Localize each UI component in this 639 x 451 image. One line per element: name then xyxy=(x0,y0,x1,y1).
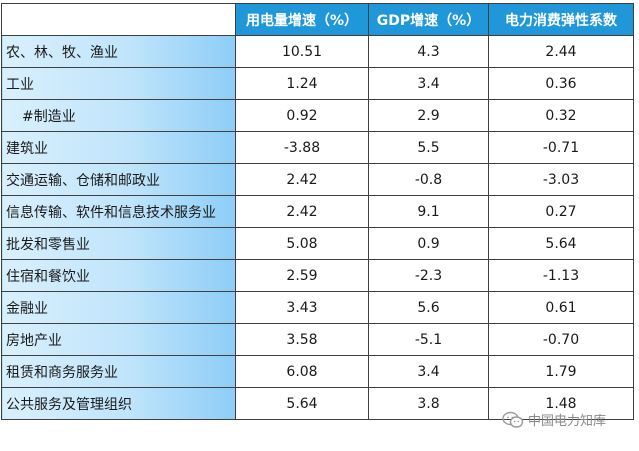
header-corner-cell xyxy=(1,3,236,36)
header-power-growth: 用电量增速（%） xyxy=(235,3,369,36)
table-row: 房地产业 3.58 -5.1 -0.70 xyxy=(1,323,634,356)
power-growth-cell: 6.08 xyxy=(235,355,369,388)
row-label: 批发和零售业 xyxy=(1,227,236,260)
row-label: 租赁和商务服务业 xyxy=(1,355,236,388)
power-growth-cell: 5.64 xyxy=(235,387,369,420)
power-growth-cell: 1.24 xyxy=(235,67,369,100)
gdp-growth-cell: 5.6 xyxy=(368,291,489,324)
row-label: 信息传输、软件和信息技术服务业 xyxy=(1,195,236,228)
elasticity-cell: 0.32 xyxy=(488,99,634,132)
power-growth-cell: -3.88 xyxy=(235,131,369,164)
gdp-growth-cell: -2.3 xyxy=(368,259,489,292)
table-row: 金融业 3.43 5.6 0.61 xyxy=(1,291,634,324)
table-row: 工业 1.24 3.4 0.36 xyxy=(1,67,634,100)
elasticity-cell: 0.27 xyxy=(488,195,634,228)
gdp-growth-cell: 3.4 xyxy=(368,355,489,388)
watermark-text: 中国电力知库 xyxy=(528,414,607,429)
row-label: 交通运输、仓储和邮政业 xyxy=(1,163,236,196)
elasticity-cell: -0.70 xyxy=(488,323,634,356)
elasticity-cell: -1.13 xyxy=(488,259,634,292)
table-row: 租赁和商务服务业 6.08 3.4 1.79 xyxy=(1,355,634,388)
power-growth-cell: 2.42 xyxy=(235,195,369,228)
row-label: #制造业 xyxy=(1,99,236,132)
data-table: 用电量增速（%） GDP增速（%） 电力消费弹性系数 农、林、牧、渔业 10.51… xyxy=(1,3,634,420)
table-row: 公共服务及管理组织 5.64 3.8 1.48 xyxy=(1,387,634,420)
elasticity-cell: 0.36 xyxy=(488,67,634,100)
wechat-icon xyxy=(502,411,524,428)
elasticity-cell: 1.48 xyxy=(488,387,634,420)
table-row: 批发和零售业 5.08 0.9 5.64 xyxy=(1,227,634,260)
gdp-growth-cell: 4.3 xyxy=(368,35,489,68)
row-label: 住宿和餐饮业 xyxy=(1,259,236,292)
table-row: 住宿和餐饮业 2.59 -2.3 -1.13 xyxy=(1,259,634,292)
table-row: 建筑业 -3.88 5.5 -0.71 xyxy=(1,131,634,164)
row-label: 公共服务及管理组织 xyxy=(1,387,236,420)
table-body: 农、林、牧、渔业 10.51 4.3 2.44 工业 1.24 3.4 0.36 #制造业 0.9… xyxy=(1,35,634,420)
gdp-growth-cell: 9.1 xyxy=(368,195,489,228)
table-row: 农、林、牧、渔业 10.51 4.3 2.44 xyxy=(1,35,634,68)
gdp-growth-cell: -0.8 xyxy=(368,163,489,196)
gdp-growth-cell: 5.5 xyxy=(368,131,489,164)
elasticity-cell: -3.03 xyxy=(488,163,634,196)
header-elasticity: 电力消费弹性系数 xyxy=(488,3,634,36)
power-growth-cell: 0.92 xyxy=(235,99,369,132)
row-label: 金融业 xyxy=(1,291,236,324)
power-growth-cell: 3.43 xyxy=(235,291,369,324)
watermark: 中国电力知库 xyxy=(502,410,606,429)
elasticity-cell: -0.71 xyxy=(488,131,634,164)
row-label: 农、林、牧、渔业 xyxy=(1,35,236,68)
row-label: 工业 xyxy=(1,67,236,100)
gdp-growth-cell: 2.9 xyxy=(368,99,489,132)
gdp-growth-cell: 3.4 xyxy=(368,67,489,100)
gdp-growth-cell: 0.9 xyxy=(368,227,489,260)
row-label: 建筑业 xyxy=(1,131,236,164)
elasticity-cell: 5.64 xyxy=(488,227,634,260)
power-growth-cell: 2.59 xyxy=(235,259,369,292)
gdp-growth-cell: 3.8 xyxy=(368,387,489,420)
table-row: 信息传输、软件和信息技术服务业 2.42 9.1 0.27 xyxy=(1,195,634,228)
power-growth-cell: 10.51 xyxy=(235,35,369,68)
elasticity-cell: 2.44 xyxy=(488,35,634,68)
gdp-growth-cell: -5.1 xyxy=(368,323,489,356)
table-row: #制造业 0.92 2.9 0.32 xyxy=(1,99,634,132)
elasticity-cell: 0.61 xyxy=(488,291,634,324)
table-row: 交通运输、仓储和邮政业 2.42 -0.8 -3.03 xyxy=(1,163,634,196)
elasticity-cell: 1.79 xyxy=(488,355,634,388)
power-growth-cell: 2.42 xyxy=(235,163,369,196)
row-label: 房地产业 xyxy=(1,323,236,356)
power-growth-cell: 5.08 xyxy=(235,227,369,260)
header-row: 用电量增速（%） GDP增速（%） 电力消费弹性系数 xyxy=(1,3,634,36)
header-gdp-growth: GDP增速（%） xyxy=(368,3,489,36)
power-growth-cell: 3.58 xyxy=(235,323,369,356)
